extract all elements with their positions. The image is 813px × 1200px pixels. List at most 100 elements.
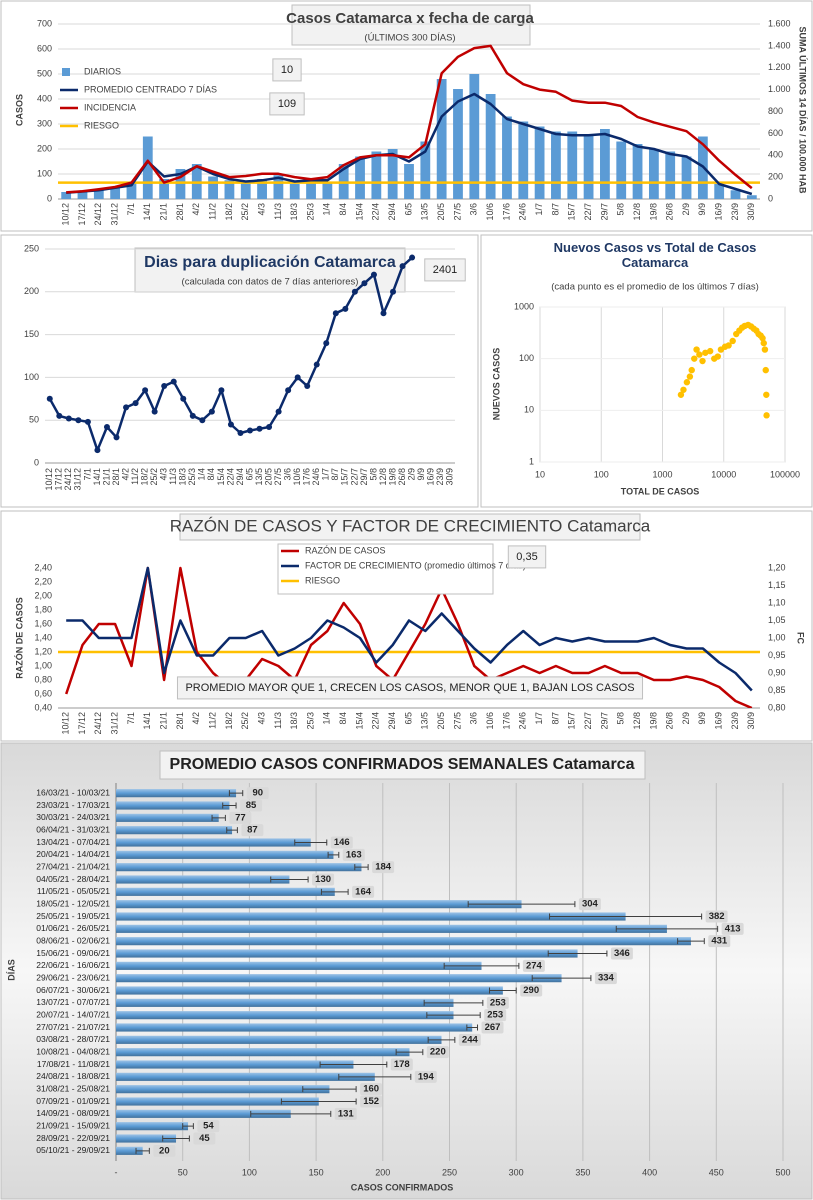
- value-label-box: [390, 1058, 413, 1071]
- bar: [453, 89, 463, 199]
- x-tick-label: 14/1: [92, 468, 102, 486]
- y-tick-label: 1.400: [768, 40, 791, 50]
- y-tick-label: 29/06/21 - 23/06/21: [36, 972, 110, 982]
- x-tick-label: 30/9: [445, 468, 455, 486]
- x-tick-label: 1/7: [534, 203, 544, 216]
- point: [683, 379, 691, 386]
- annotation: PROMEDIO MAYOR QUE 1, CRECEN LOS CASOS, …: [185, 682, 634, 694]
- bar: [116, 1048, 410, 1057]
- bar: [116, 838, 311, 847]
- x-tick-label: 8/4: [206, 468, 216, 481]
- bar: [116, 998, 454, 1007]
- line-series: [66, 566, 753, 692]
- bar: [714, 184, 725, 199]
- error-bar: [211, 814, 226, 821]
- x-tick-label: 17/6: [501, 203, 511, 221]
- point: [285, 387, 292, 394]
- point: [189, 412, 196, 419]
- point: [94, 447, 101, 454]
- error-bar: [226, 827, 238, 834]
- y-axis-title: DÍAS: [6, 959, 16, 981]
- y-tick-label: 100: [37, 168, 52, 178]
- legend-swatch: [62, 68, 70, 76]
- point: [693, 346, 700, 353]
- point: [342, 305, 349, 312]
- x-tick-label: 20/5: [436, 203, 446, 221]
- point: [761, 346, 769, 353]
- value-label: 178: [394, 1059, 410, 1070]
- y-tick-label: 1,80: [34, 604, 52, 614]
- x-tick-label: 16/9: [714, 712, 724, 730]
- bar: [746, 195, 757, 199]
- x-tick-label: 8/4: [338, 203, 348, 216]
- y-tick-label: 0,80: [34, 674, 52, 684]
- x-tick-label: 27/5: [273, 468, 283, 486]
- chart-title: Casos Catamarca x fecha de carga: [286, 10, 534, 27]
- value-label: 146: [334, 837, 350, 848]
- error-bar: [135, 1147, 150, 1154]
- value-label: 274: [526, 960, 543, 971]
- bar: [116, 1011, 454, 1020]
- x-tick-label: 9/9: [697, 712, 707, 725]
- y-tick-label: 250: [24, 243, 39, 253]
- chart-panel: PROMEDIO CASOS CONFIRMADOS SEMANALES Cat…: [0, 742, 813, 1200]
- value-label-box: [193, 1132, 216, 1145]
- value-label-box: [330, 836, 353, 849]
- y-tick-label: 11/05/21 - 05/05/21: [37, 886, 110, 896]
- title-box: [291, 4, 531, 46]
- annotation: 2401: [433, 264, 457, 276]
- x-tick-label: 18/2: [224, 712, 234, 730]
- bar: [224, 180, 235, 199]
- point: [390, 288, 397, 295]
- y-tick-label: 600: [37, 43, 52, 53]
- point: [103, 424, 110, 431]
- y-tick-label: 10: [524, 405, 534, 415]
- bar: [681, 156, 692, 199]
- x-tick-label: 28/1: [111, 468, 121, 486]
- x-tick-label: 4/3: [256, 203, 266, 216]
- y-tick-label: 500: [37, 68, 52, 78]
- x-tick-label: 19/8: [387, 468, 397, 486]
- x-tick-label: 25/3: [305, 712, 315, 730]
- bar: [116, 789, 237, 798]
- x-tick-label: 6/5: [403, 712, 413, 725]
- x-tick-label: 10/6: [485, 712, 495, 730]
- x-tick-label: 1/4: [322, 712, 332, 725]
- value-label: 253: [490, 997, 506, 1008]
- point: [132, 400, 139, 407]
- value-label-box: [241, 824, 264, 837]
- bar: [583, 134, 594, 199]
- y-tick-label: 24/08/21 - 18/08/21: [36, 1071, 110, 1081]
- point: [686, 373, 694, 380]
- point: [218, 387, 225, 394]
- x-tick-label: 15/4: [354, 203, 364, 221]
- x-tick-label: 4/2: [191, 203, 201, 216]
- point: [313, 361, 320, 368]
- x-tick-label: 11/2: [207, 203, 217, 220]
- bar: [289, 184, 300, 199]
- value-label: 194: [418, 1071, 435, 1082]
- x-tick-label: 20/5: [436, 712, 446, 730]
- legend-label: RAZÓN DE CASOS: [305, 545, 386, 555]
- y-tick-label: 200: [768, 172, 783, 182]
- y-tick-label: 100: [519, 353, 534, 363]
- point: [65, 415, 72, 422]
- y-tick-label: 0,60: [34, 688, 52, 698]
- value-label: 334: [598, 973, 615, 984]
- point: [759, 334, 766, 342]
- x-tick-label: 400: [642, 1167, 657, 1177]
- error-bar: [489, 987, 517, 994]
- point: [208, 408, 215, 415]
- bar: [436, 79, 447, 199]
- bar: [485, 94, 496, 199]
- y-axis-title: CASOS: [14, 94, 24, 126]
- y-tick-label: 1.000: [768, 84, 791, 94]
- point: [323, 340, 330, 347]
- y-tick-label: 0: [768, 193, 773, 203]
- error-bar: [354, 864, 369, 871]
- point: [760, 339, 767, 347]
- x-tick-label: 25/2: [149, 468, 159, 486]
- x-tick-label: 300: [509, 1167, 524, 1177]
- title-box: [179, 513, 641, 541]
